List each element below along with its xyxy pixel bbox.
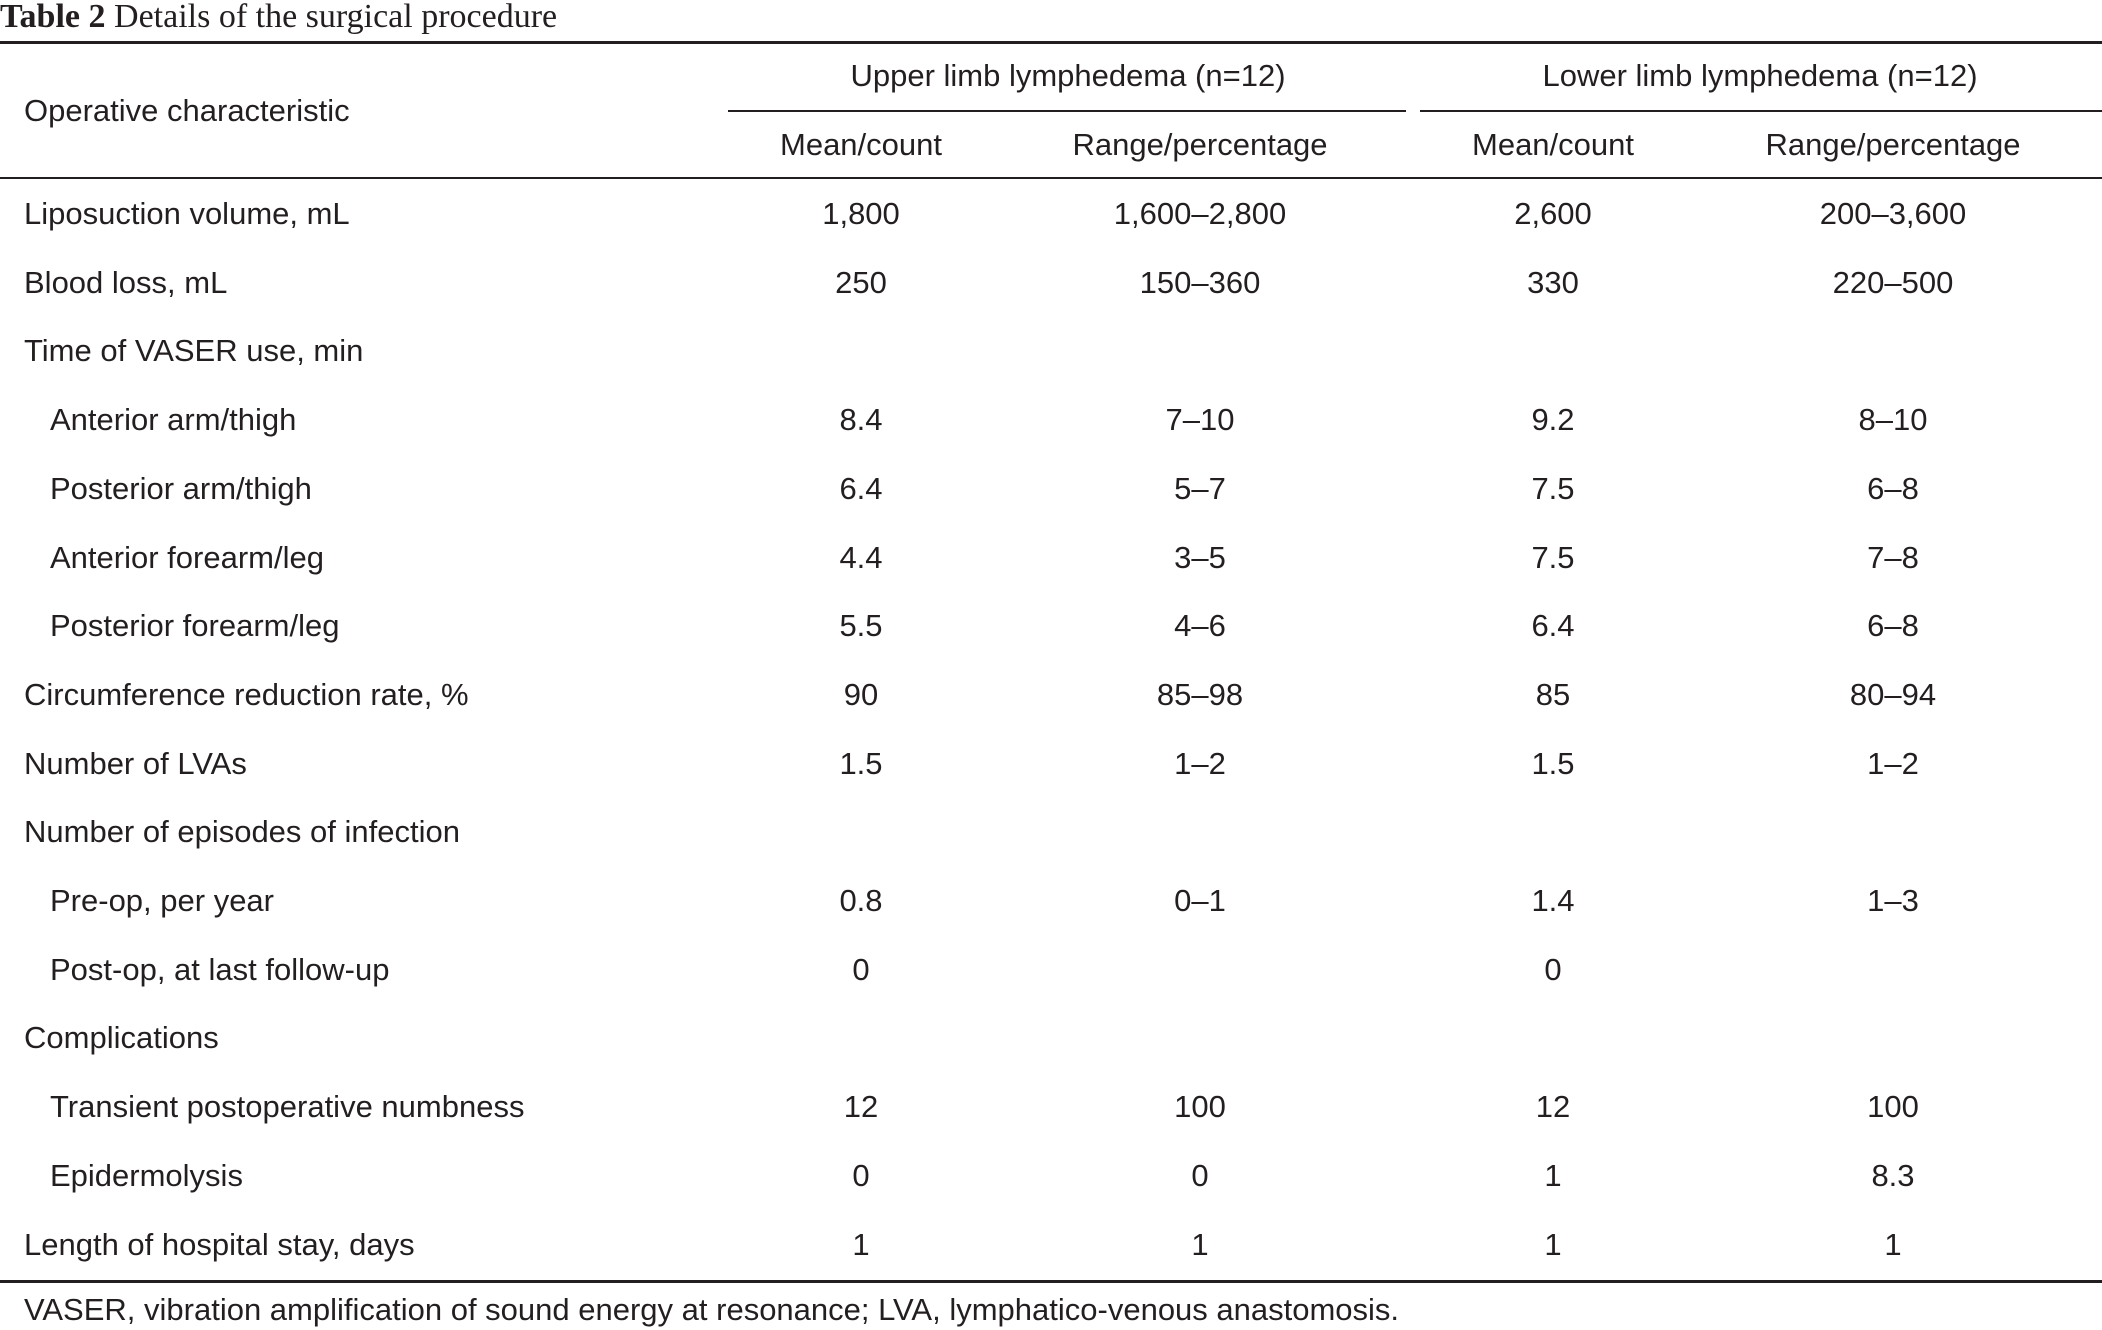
row-label: Posterior forearm/leg — [50, 608, 340, 643]
cell-upper-range: 3–5 — [1174, 540, 1226, 575]
cell-upper-range: 150–360 — [1139, 265, 1261, 300]
cell-lower-range: 200–3,600 — [1819, 196, 1967, 231]
cell-lower-mean: 6.4 — [1531, 608, 1575, 643]
cell-lower-mean: 9.2 — [1531, 402, 1575, 437]
group-underline-upper — [728, 110, 1406, 112]
row-label: Length of hospital stay, days — [24, 1227, 415, 1262]
table-number: Table 2 — [0, 0, 106, 35]
cell-upper-range: 0 — [1191, 1158, 1209, 1193]
cell-lower-range: 80–94 — [1849, 677, 1937, 712]
cell-upper-range: 7–10 — [1165, 402, 1235, 437]
cell-upper-mean: 4.4 — [839, 540, 883, 575]
row-label: Transient postoperative numbness — [50, 1089, 525, 1124]
row-label: Time of VASER use, min — [24, 333, 364, 368]
cell-lower-range: 1–3 — [1867, 883, 1919, 918]
cell-lower-mean: 2,600 — [1514, 196, 1592, 231]
cell-upper-range: 0–1 — [1174, 883, 1226, 918]
cell-upper-range: 1 — [1191, 1227, 1209, 1262]
subheader-upper-mean: Mean/count — [780, 127, 942, 162]
group-header-upper: Upper limb lymphedema (n=12) — [850, 58, 1286, 93]
cell-lower-range: 220–500 — [1832, 265, 1954, 300]
top-rule — [0, 41, 2102, 44]
row-label: Pre-op, per year — [50, 883, 274, 918]
cell-upper-mean: 90 — [843, 677, 879, 712]
row-label: Posterior arm/thigh — [50, 471, 312, 506]
row-label: Circumference reduction rate, % — [24, 677, 469, 712]
row-label: Number of episodes of infection — [24, 814, 460, 849]
cell-lower-mean: 1 — [1544, 1158, 1562, 1193]
cell-upper-mean: 6.4 — [839, 471, 883, 506]
row-label: Anterior arm/thigh — [50, 402, 297, 437]
cell-upper-mean: 1 — [852, 1227, 870, 1262]
row-label: Blood loss, mL — [24, 265, 228, 300]
cell-lower-range: 6–8 — [1867, 471, 1919, 506]
row-label: Anterior forearm/leg — [50, 540, 324, 575]
cell-upper-mean: 250 — [835, 265, 887, 300]
cell-lower-mean: 7.5 — [1531, 471, 1575, 506]
cell-lower-mean: 0 — [1544, 952, 1562, 987]
cell-lower-mean: 1.4 — [1531, 883, 1575, 918]
cell-lower-mean: 85 — [1535, 677, 1571, 712]
cell-lower-range: 1 — [1884, 1227, 1902, 1262]
cell-upper-range: 85–98 — [1156, 677, 1244, 712]
cell-upper-mean: 5.5 — [839, 608, 883, 643]
cell-lower-range: 6–8 — [1867, 608, 1919, 643]
cell-upper-mean: 8.4 — [839, 402, 883, 437]
subheader-lower-range: Range/percentage — [1765, 127, 2021, 162]
cell-lower-range: 8–10 — [1858, 402, 1928, 437]
cell-lower-range: 1–2 — [1867, 746, 1919, 781]
cell-upper-mean: 1,800 — [822, 196, 900, 231]
bottom-rule — [0, 1280, 2102, 1283]
subheader-upper-range: Range/percentage — [1072, 127, 1328, 162]
cell-upper-range: 4–6 — [1174, 608, 1226, 643]
cell-upper-mean: 1.5 — [839, 746, 883, 781]
cell-upper-range: 100 — [1174, 1089, 1226, 1124]
cell-upper-range: 1,600–2,800 — [1113, 196, 1287, 231]
subheader-lower-mean: Mean/count — [1472, 127, 1634, 162]
cell-lower-mean: 7.5 — [1531, 540, 1575, 575]
row-header-label: Operative characteristic — [24, 93, 350, 128]
cell-lower-range: 8.3 — [1871, 1158, 1915, 1193]
row-label: Complications — [24, 1020, 219, 1055]
row-label: Number of LVAs — [24, 746, 247, 781]
cell-upper-mean: 0 — [852, 1158, 870, 1193]
group-underline-lower — [1420, 110, 2102, 112]
cell-lower-range: 100 — [1867, 1089, 1919, 1124]
cell-lower-mean: 1.5 — [1531, 746, 1575, 781]
cell-upper-range: 1–2 — [1174, 746, 1226, 781]
cell-upper-range: 5–7 — [1174, 471, 1226, 506]
cell-lower-mean: 1 — [1544, 1227, 1562, 1262]
row-label: Liposuction volume, mL — [24, 196, 350, 231]
table-caption: Table 2 Details of the surgical procedur… — [0, 0, 557, 40]
cell-lower-mean: 330 — [1527, 265, 1579, 300]
row-label: Epidermolysis — [50, 1158, 243, 1193]
cell-upper-mean: 0 — [852, 952, 870, 987]
cell-lower-mean: 12 — [1535, 1089, 1571, 1124]
header-rule — [0, 177, 2102, 179]
group-header-lower: Lower limb lymphedema (n=12) — [1542, 58, 1978, 93]
cell-lower-range: 7–8 — [1867, 540, 1919, 575]
table-title: Details of the surgical procedure — [114, 0, 558, 35]
table-footnote: VASER, vibration amplification of sound … — [24, 1292, 1400, 1327]
cell-upper-mean: 12 — [843, 1089, 879, 1124]
cell-upper-mean: 0.8 — [839, 883, 883, 918]
row-label: Post-op, at last follow-up — [50, 952, 390, 987]
